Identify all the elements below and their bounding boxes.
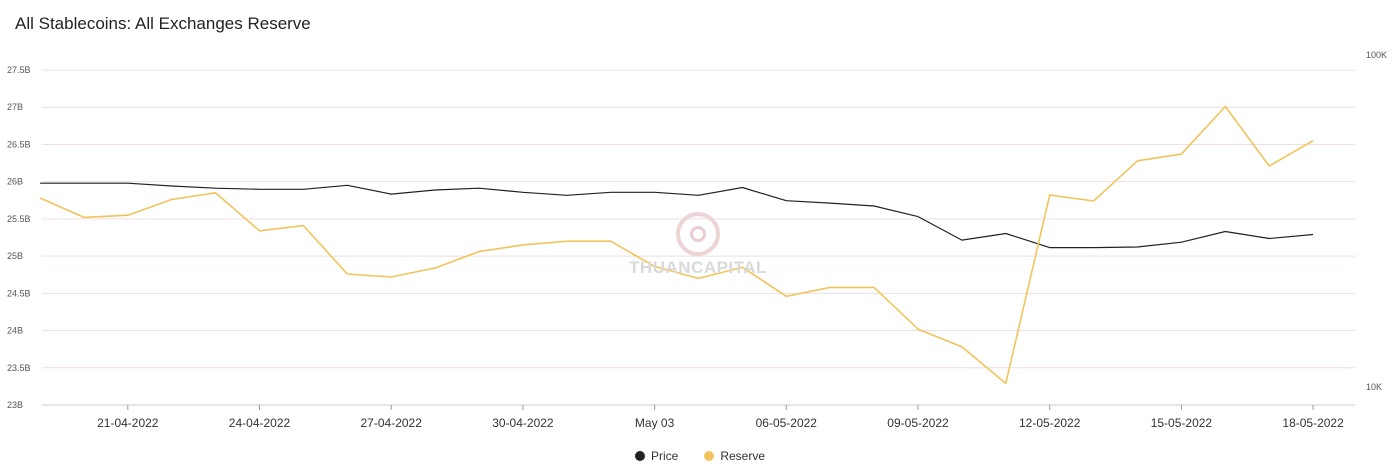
x-tick-label: 12-05-2022 bbox=[1019, 416, 1081, 430]
x-tick-label: 15-05-2022 bbox=[1151, 416, 1213, 430]
legend-label: Reserve bbox=[720, 449, 766, 463]
series-line-reserve bbox=[39, 105, 1314, 385]
x-tick-label: 30-04-2022 bbox=[492, 416, 554, 430]
y-tick-label: 25.5B bbox=[7, 214, 31, 224]
x-tick-label: 27-04-2022 bbox=[361, 416, 423, 430]
y-tick-label: 25B bbox=[7, 251, 23, 261]
y-tick-label: 27.5B bbox=[7, 65, 31, 75]
x-tick-label: May 03 bbox=[635, 416, 675, 430]
x-tick-label: 18-05-2022 bbox=[1282, 416, 1344, 430]
legend-item-price[interactable]: Price bbox=[634, 449, 679, 463]
watermark-logo-icon bbox=[676, 212, 720, 256]
y-tick-label: 26.5B bbox=[7, 139, 31, 149]
y-tick-label: 24.5B bbox=[7, 288, 31, 298]
legend-label: Price bbox=[650, 449, 679, 463]
chart-legend: Price Reserve bbox=[0, 449, 1400, 463]
watermark-text: THUANCAPITAL bbox=[629, 258, 767, 277]
left-y-axis: 27.5B 27B 26.5B 26B 25.5B 25B 24.5B 24B 23.5B 23B bbox=[7, 65, 31, 410]
watermark: THUANCAPITAL bbox=[628, 212, 768, 278]
x-tick-label: 09-05-2022 bbox=[887, 416, 949, 430]
y-tick-label: 23B bbox=[7, 400, 23, 410]
right-y-tick-label: 10K bbox=[1366, 382, 1382, 392]
chart-title: All Stablecoins: All Exchanges Reserve bbox=[15, 14, 311, 33]
legend-dot-icon bbox=[634, 451, 645, 461]
x-tick-label: 21-04-2022 bbox=[97, 416, 159, 430]
series-lines bbox=[39, 105, 1314, 385]
y-tick-label: 24B bbox=[7, 326, 23, 336]
x-tick-label: 24-04-2022 bbox=[229, 416, 291, 430]
legend-dot-icon bbox=[704, 451, 715, 461]
right-y-tick-label: 100K bbox=[1366, 50, 1387, 60]
y-tick-label: 23.5B bbox=[7, 363, 31, 373]
right-y-axis: 100K 10K bbox=[1366, 50, 1387, 392]
series-line-price bbox=[40, 182, 1314, 249]
y-tick-label: 27B bbox=[7, 102, 23, 112]
legend-item-reserve[interactable]: Reserve bbox=[704, 449, 765, 463]
x-axis: 21-04-2022 24-04-2022 27-04-2022 30-04-2022… bbox=[42, 404, 1355, 430]
y-tick-label: 26B bbox=[7, 177, 23, 187]
x-tick-label: 06-05-2022 bbox=[756, 416, 818, 430]
